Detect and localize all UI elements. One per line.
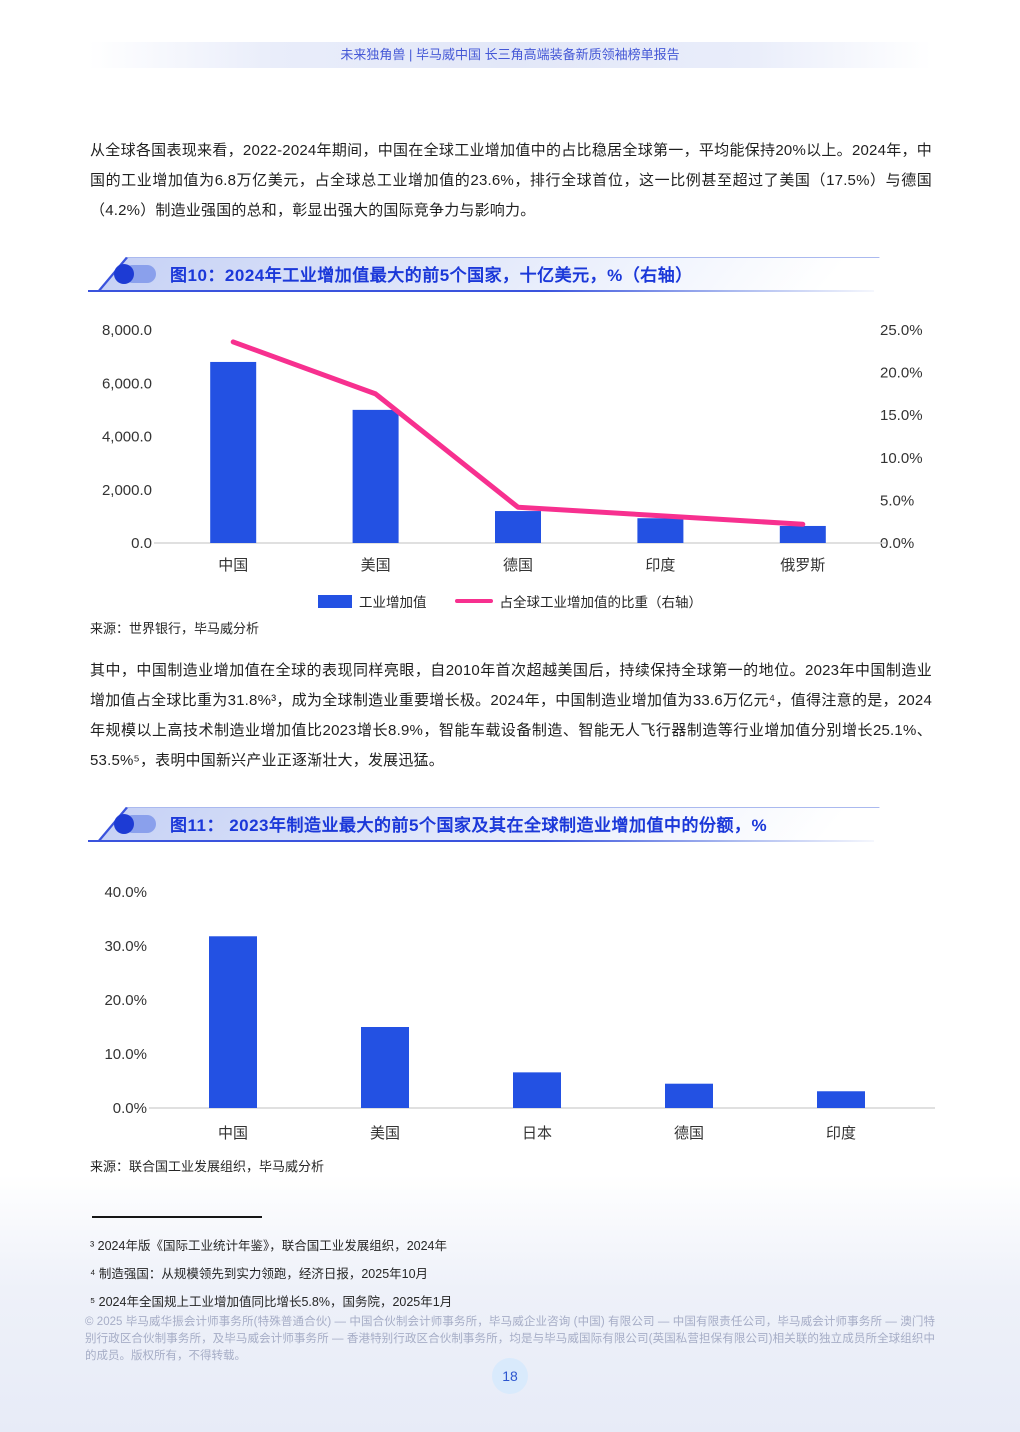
svg-text:中国: 中国 — [218, 557, 248, 574]
figure11-title: 图11： 2023年制造业最大的前5个国家及其在全球制造业增加值中的份额，% — [170, 816, 768, 835]
footnote-5: ⁵ 2024年全国规上工业增加值同比增长5.8%，国务院，2025年1月 — [90, 1295, 453, 1309]
figure11-source: 来源：联合国工业发展组织，毕马威分析 — [90, 1159, 325, 1174]
svg-text:15.0%: 15.0% — [880, 407, 923, 424]
figure10-chart: 0.0 2,000.0 4,000.0 6,000.0 8,000.0 0.0% 5.0% 1… — [102, 322, 923, 574]
svg-text:40.0%: 40.0% — [104, 884, 147, 901]
line-legend-swatch — [454, 598, 493, 604]
legend-item-line: 占全球工业增加值的比重（右轴） — [454, 591, 703, 611]
page-header: 未来独角兽 | 毕马威中国 长三角高端装备新质领袖榜单报告 — [88, 42, 932, 68]
svg-text:0.0%: 0.0% — [113, 1100, 147, 1117]
svg-text:德国: 德国 — [503, 556, 533, 574]
footnote-4: ⁴ 制造强国：从规模领先到实力领跑，经济日报，2025年10月 — [90, 1267, 429, 1281]
svg-text:中国: 中国 — [218, 1125, 248, 1142]
figure10-source: 来源：世界银行，毕马威分析 — [90, 621, 260, 636]
figure11-banner-underline — [88, 839, 874, 842]
figure11-banner: 图11： 2023年制造业最大的前5个国家及其在全球制造业增加值中的份额，% — [88, 807, 880, 842]
svg-text:8,000.0: 8,000.0 — [102, 322, 152, 339]
figure-bullet-icon — [114, 813, 156, 834]
svg-text:0.0%: 0.0% — [880, 535, 914, 552]
svg-text:德国: 德国 — [674, 1124, 704, 1142]
svg-text:俄罗斯: 俄罗斯 — [780, 557, 825, 574]
svg-text:美国: 美国 — [370, 1125, 400, 1142]
svg-text:20.0%: 20.0% — [880, 365, 923, 382]
svg-text:30.0%: 30.0% — [104, 938, 147, 955]
svg-text:印度: 印度 — [826, 1125, 856, 1142]
svg-text:4,000.0: 4,000.0 — [102, 429, 152, 446]
figure10-banner: 图10：2024年工业增加值最大的前5个国家，十亿美元，%（右轴） — [88, 257, 880, 292]
figure11-chart: 0.0% 10.0% 20.0% 30.0% 40.0% 中国 美国 日本 德国 印度 — [104, 884, 935, 1142]
svg-text:25.0%: 25.0% — [880, 322, 923, 339]
figure-bullet-icon — [114, 263, 156, 284]
paragraph-global-industry: 从全球各国表现来看，2022-2024年期间，中国在全球工业增加值中的占比稳居全… — [90, 142, 932, 219]
line-legend-label: 占全球工业增加值的比重（右轴） — [499, 595, 703, 610]
svg-text:6,000.0: 6,000.0 — [102, 375, 152, 392]
paragraph-manufacturing: 其中，中国制造业增加值在全球的表现同样亮眼，自2010年首次超越美国后，持续保持… — [90, 662, 932, 769]
footnote-divider — [92, 1216, 262, 1218]
figure10-title: 图10：2024年工业增加值最大的前5个国家，十亿美元，%（右轴） — [170, 266, 693, 285]
legend-item-bars: 工业增加值 — [318, 591, 427, 611]
svg-text:0.0: 0.0 — [131, 535, 152, 552]
svg-text:日本: 日本 — [522, 1125, 552, 1142]
footnote-3: ³ 2024年版《国际工业统计年鉴》，联合国工业发展组织，2024年 — [90, 1239, 448, 1253]
footnotes: ³ 2024年版《国际工业统计年鉴》，联合国工业发展组织，2024年 ⁴ 制造强… — [90, 1232, 932, 1316]
svg-text:印度: 印度 — [645, 557, 675, 574]
figure10-banner-underline — [88, 289, 874, 292]
svg-text:美国: 美国 — [361, 557, 391, 574]
bar-legend-label: 工业增加值 — [359, 595, 427, 610]
svg-text:5.0%: 5.0% — [880, 492, 914, 509]
copyright-notice: © 2025 毕马威华振会计师事务所(特殊普通合伙) — 中国合伙制会计师事务所… — [85, 1316, 935, 1362]
page-number-badge: 18 — [492, 1358, 528, 1394]
page-header-title: 未来独角兽 | 毕马威中国 长三角高端装备新质领袖榜单报告 — [340, 47, 680, 62]
svg-text:20.0%: 20.0% — [104, 992, 147, 1009]
figure10-legend: 工业增加值 占全球工业增加值的比重（右轴） — [0, 592, 1020, 610]
svg-text:10.0%: 10.0% — [880, 450, 923, 467]
svg-text:2,000.0: 2,000.0 — [102, 482, 152, 499]
svg-text:10.0%: 10.0% — [104, 1046, 147, 1063]
bar-legend-swatch — [318, 594, 352, 608]
